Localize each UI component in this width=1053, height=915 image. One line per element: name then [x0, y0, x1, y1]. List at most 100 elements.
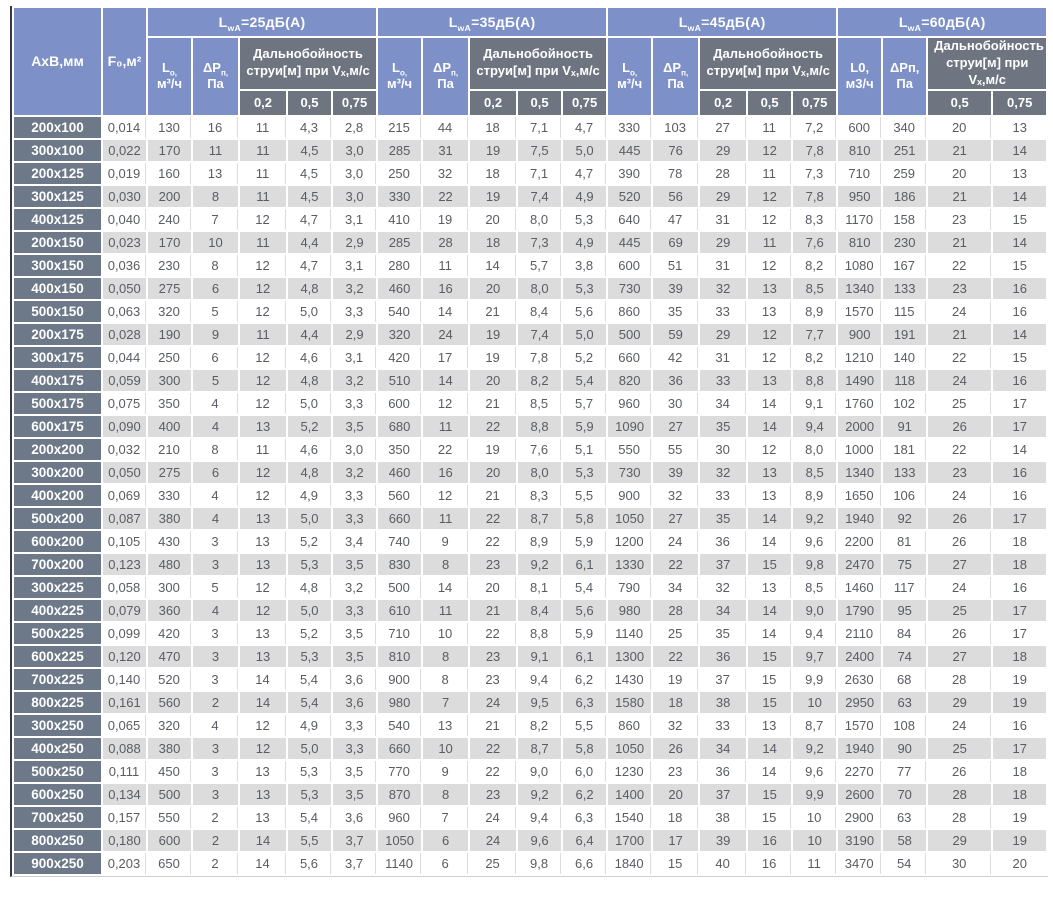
cell-value: 1340: [838, 461, 882, 483]
cell-value: 9,0: [793, 599, 837, 621]
cell-value: 3,3: [333, 300, 377, 322]
cell-value: 2: [193, 852, 238, 874]
cell-value: 7,2: [793, 116, 837, 138]
cell-value: 1050: [378, 829, 422, 851]
cell-value: 38: [700, 691, 747, 713]
flow-header-25db: Lо, м³/ч: [148, 38, 191, 115]
cell-value: 11: [423, 599, 469, 621]
cell-value: 3: [193, 760, 238, 782]
cell-value: 12: [240, 346, 286, 368]
cell-value: 8: [423, 783, 469, 805]
cell-area: 0,140: [103, 668, 146, 690]
spec-table-body: 200x100 0,014 130 16 11 4,3 2,8 215 44 18 7,1 4,7 33…: [14, 116, 1047, 874]
cell-value: 14: [240, 691, 286, 713]
cell-value: 32: [653, 484, 699, 506]
cell-value: 11: [748, 116, 792, 138]
cell-value: 9,1: [793, 392, 837, 414]
cell-value: 3: [193, 530, 238, 552]
cell-value: 3,3: [333, 507, 377, 529]
cell-value: 1330: [608, 553, 652, 575]
velocity-header: 0,5: [288, 90, 331, 115]
cell-value: 8,0: [518, 208, 562, 230]
cell-value: 2400: [838, 645, 882, 667]
cell-value: 340: [883, 116, 927, 138]
cell-value: 1140: [378, 852, 422, 874]
cell-value: 20: [470, 369, 517, 391]
row-size-label: 600x200: [14, 530, 101, 552]
cell-value: 8,5: [793, 576, 837, 598]
cell-value: 3,1: [333, 254, 377, 276]
cell-value: 600: [838, 116, 882, 138]
cell-value: 8,2: [518, 714, 562, 736]
cell-value: 350: [148, 392, 191, 414]
cell-value: 285: [378, 231, 422, 253]
cell-value: 20: [653, 783, 699, 805]
cell-value: 5,0: [288, 507, 331, 529]
cell-value: 19: [993, 668, 1047, 690]
cell-value: 1300: [608, 645, 652, 667]
cell-value: 560: [378, 484, 422, 506]
cell-area: 0,105: [103, 530, 146, 552]
cell-value: 13: [240, 507, 286, 529]
cell-value: 9,8: [518, 852, 562, 874]
cell-value: 1340: [838, 277, 882, 299]
cell-value: 21: [470, 484, 517, 506]
cell-area: 0,058: [103, 576, 146, 598]
cell-value: 23: [928, 461, 992, 483]
cell-value: 3,5: [333, 760, 377, 782]
cell-value: 8: [423, 553, 469, 575]
cell-value: 23: [470, 668, 517, 690]
row-size-label: 600x250: [14, 783, 101, 805]
cell-value: 15: [993, 254, 1047, 276]
cell-value: 13: [240, 760, 286, 782]
cell-value: 16: [193, 116, 238, 138]
cell-value: 15: [993, 208, 1047, 230]
cell-value: 140: [883, 346, 927, 368]
cell-value: 500: [608, 323, 652, 345]
cell-value: 200: [148, 185, 191, 207]
cell-value: 6,0: [563, 760, 607, 782]
cell-value: 560: [148, 691, 191, 713]
cell-value: 14: [748, 737, 792, 759]
cell-value: 18: [470, 231, 517, 253]
cell-value: 5,3: [288, 783, 331, 805]
group-title-text: L: [678, 14, 688, 30]
cell-value: 230: [148, 254, 191, 276]
cell-value: 15: [748, 691, 792, 713]
cell-value: 13: [240, 530, 286, 552]
cell-value: 2470: [838, 553, 882, 575]
cell-value: 186: [883, 185, 927, 207]
cell-value: 3,7: [333, 829, 377, 851]
cell-value: 680: [378, 415, 422, 437]
cell-value: 8,2: [793, 346, 837, 368]
cell-value: 56: [653, 185, 699, 207]
cell-value: 29: [928, 829, 992, 851]
cell-value: 3,0: [333, 162, 377, 184]
cell-value: 12: [423, 484, 469, 506]
cell-value: 81: [883, 530, 927, 552]
table-row: 900x250 0,203 650 2 14 5,6 3,7 1140 6 25 9,8 6,6 184…: [14, 852, 1047, 874]
cell-value: 19: [470, 346, 517, 368]
cell-value: 3,4: [333, 530, 377, 552]
cell-value: 3: [193, 622, 238, 644]
cell-value: 5,3: [563, 277, 607, 299]
cell-value: 24: [928, 576, 992, 598]
cell-value: 10: [793, 806, 837, 828]
cell-value: 37: [700, 553, 747, 575]
cell-value: 39: [653, 277, 699, 299]
cell-value: 4,5: [288, 185, 331, 207]
cell-value: 300: [148, 576, 191, 598]
cell-value: 4: [193, 714, 238, 736]
row-size-label: 500x200: [14, 507, 101, 529]
cell-value: 102: [883, 392, 927, 414]
cell-value: 4,5: [288, 139, 331, 161]
cell-value: 870: [378, 783, 422, 805]
cell-value: 20: [928, 116, 992, 138]
cell-value: 3,5: [333, 553, 377, 575]
cell-value: 3,6: [333, 806, 377, 828]
cell-value: 2900: [838, 806, 882, 828]
cell-value: 5: [193, 369, 238, 391]
cell-area: 0,180: [103, 829, 146, 851]
cell-value: 12: [748, 185, 792, 207]
cell-value: 32: [700, 576, 747, 598]
